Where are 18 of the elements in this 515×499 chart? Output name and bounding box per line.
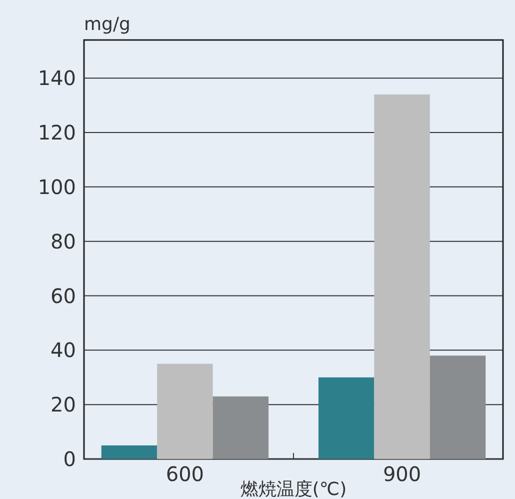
bar xyxy=(101,445,158,459)
y-axis-title: mg/g xyxy=(84,14,130,35)
y-tick-label: 0 xyxy=(63,447,76,471)
y-tick-label: 120 xyxy=(38,120,76,145)
y-tick-label: 40 xyxy=(50,338,76,362)
y-tick-label: 20 xyxy=(50,392,76,417)
x-axis-title: 燃焼温度(℃) xyxy=(240,479,347,499)
y-tick-label: 100 xyxy=(38,174,76,199)
bar xyxy=(374,94,430,459)
bar xyxy=(157,364,213,459)
bar xyxy=(212,396,269,459)
y-tick-label: 80 xyxy=(50,229,76,254)
y-tick-label: 140 xyxy=(38,66,76,90)
bar xyxy=(318,377,374,459)
x-tick-label: 600 xyxy=(166,462,204,486)
bar xyxy=(430,356,486,459)
x-tick-label: 900 xyxy=(382,462,422,486)
y-tick-label: 60 xyxy=(50,284,76,308)
